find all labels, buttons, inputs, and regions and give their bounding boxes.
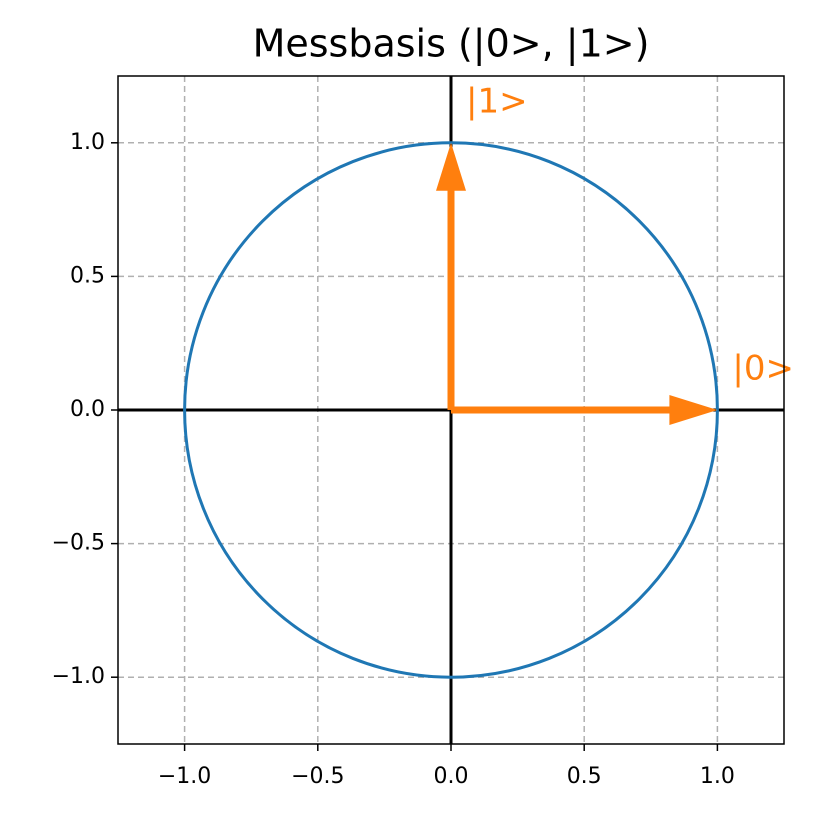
x-tick-label: −0.5 xyxy=(291,764,344,789)
y-tick-label: 1.0 xyxy=(70,130,105,155)
x-tick-label: 0.0 xyxy=(434,764,469,789)
x-tick-label: 0.5 xyxy=(567,764,602,789)
plot-frame xyxy=(117,75,785,745)
vector-label: |1> xyxy=(466,81,528,121)
chart-title: Messbasis (|0>, |1>) xyxy=(253,22,650,67)
y-tick-label: −1.0 xyxy=(52,664,105,689)
y-tick-label: −0.5 xyxy=(52,531,105,556)
y-tick-label: 0.0 xyxy=(70,397,105,422)
vector-arrow xyxy=(436,142,466,411)
x-tick-label: −1.0 xyxy=(158,764,211,789)
x-tick-label: 1.0 xyxy=(700,764,735,789)
vector-arrow xyxy=(451,395,718,425)
y-tick-label: 0.5 xyxy=(70,263,105,288)
